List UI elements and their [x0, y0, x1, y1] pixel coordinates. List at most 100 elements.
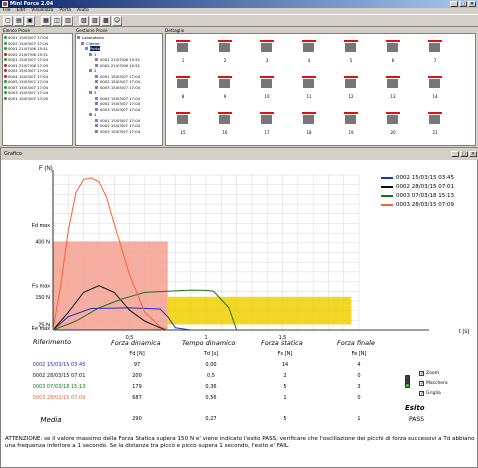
menu-porta[interactable]: Porta: [59, 8, 72, 13]
tree-node[interactable]: Porta: [77, 46, 161, 52]
maschera-checkbox[interactable]: ✓ Maschera: [419, 381, 448, 387]
test-icon[interactable]: ▩: [101, 16, 111, 26]
menu-visualizza[interactable]: Visualizza: [31, 8, 54, 13]
door-position-diagram[interactable]: 9: [216, 75, 234, 99]
elenco-item[interactable]: 0005 15/03/07 17:04: [4, 79, 71, 85]
row-fs: 2: [283, 373, 287, 379]
diagram-number: 6: [391, 58, 395, 63]
menu-aiuto[interactable]: Aiuto: [77, 8, 89, 13]
tree-node[interactable]: 0001 15/03/07 17:04: [77, 96, 161, 102]
open-icon[interactable]: ▤: [14, 16, 24, 26]
status-dot-icon: [4, 91, 7, 95]
door-position-diagram[interactable]: 2: [216, 39, 234, 63]
door-position-diagram[interactable]: 16: [216, 111, 234, 135]
elenco-item-label: 0007 15/03/07 17:04: [8, 84, 49, 90]
door-position-diagram[interactable]: 20: [384, 111, 402, 135]
tree-node[interactable]: 0001 21/07/06 15:51: [77, 57, 161, 63]
row-fd: 200: [132, 373, 142, 379]
door-position-diagram[interactable]: 10: [258, 75, 276, 99]
grafico-minimize-button[interactable]: _: [451, 151, 459, 157]
griglia-checkbox[interactable]: ✓ Griglia: [419, 391, 441, 397]
legend-item: 0003 07/03/18 15:13: [381, 191, 454, 200]
diagram-number: 20: [390, 130, 396, 135]
print-icon[interactable]: ▦: [41, 16, 51, 26]
tree-node-label: 0002 15/03/07 17:04: [100, 101, 141, 107]
door-position-diagram[interactable]: 15: [174, 111, 192, 135]
door-position-diagram[interactable]: 1: [174, 39, 192, 63]
zoom-checkbox[interactable]: ✓ Zoom: [419, 371, 439, 377]
door-position-diagram[interactable]: 21: [426, 111, 444, 135]
person-icon[interactable]: ☺: [112, 16, 122, 26]
elenco-item[interactable]: 0007 15/03/07 17:04: [4, 85, 71, 91]
tree-node[interactable]: 0001 15/03/07 17:04: [77, 74, 161, 80]
elenco-item[interactable]: 0002 15/03/07 17:04: [4, 68, 71, 74]
elenco-item[interactable]: 0001 15/03/07 17:05: [4, 96, 71, 102]
tree-node[interactable]: Cliente: [77, 41, 161, 47]
folder-icon: [95, 118, 98, 122]
gestione-tree[interactable]: Laboratorio Cliente Porta 1 0001 21/07/06 15…: [75, 33, 163, 146]
tree-node[interactable]: 0003 15/03/07 17:04: [77, 129, 161, 135]
tree-node-label: 0003 15/03/07 17:04: [100, 128, 141, 134]
tree-node[interactable]: 2: [77, 68, 161, 74]
door-position-diagram[interactable]: 4: [300, 39, 318, 63]
unit-fe: Fe [N]: [351, 351, 367, 357]
new-icon[interactable]: ▢: [3, 16, 13, 26]
tree-node[interactable]: 0002 15/03/07 17:04: [77, 123, 161, 129]
media-td: 0,27: [205, 416, 217, 422]
elenco-item[interactable]: 0001 15/03/07 17:04: [4, 35, 71, 41]
diagram-number: 15: [180, 130, 186, 135]
elenco-item[interactable]: 0002 15/03/07 17:04: [4, 41, 71, 47]
door-position-diagram[interactable]: 11: [300, 75, 318, 99]
elenco-item[interactable]: 0004 15/03/07 17:04: [4, 74, 71, 80]
table-icon[interactable]: ▧: [79, 16, 89, 26]
minimize-button[interactable]: _: [450, 1, 458, 7]
door-position-diagram[interactable]: 18: [300, 111, 318, 135]
door-position-diagram[interactable]: 5: [342, 39, 360, 63]
door-position-diagram[interactable]: 14: [426, 75, 444, 99]
tree-node[interactable]: 0002 21/07/06 15:51: [77, 63, 161, 69]
tree-node[interactable]: 3: [77, 90, 161, 96]
door-position-diagram[interactable]: 8: [174, 75, 192, 99]
row-td: 0,5: [207, 373, 215, 379]
tree-node[interactable]: 0002 15/03/07 17:04: [77, 79, 161, 85]
diagram-number: 14: [432, 94, 438, 99]
folder-icon: [95, 85, 98, 89]
chart-icon[interactable]: ◫: [52, 16, 62, 26]
elenco-item[interactable]: 0001 15/03/07 17:04: [4, 57, 71, 63]
tree-node[interactable]: 0001 15/03/07 17:04: [77, 118, 161, 124]
tree-node[interactable]: 1: [77, 52, 161, 58]
grafico-title: Grafico: [4, 151, 22, 157]
door-position-diagram[interactable]: 3: [258, 39, 276, 63]
elenco-item[interactable]: 0001 21/07/06 17:04: [4, 63, 71, 69]
close-button[interactable]: ×: [468, 1, 476, 7]
tree-node-label: Cliente: [86, 40, 100, 46]
door-position-diagram[interactable]: 19: [342, 111, 360, 135]
grafico-maximize-button[interactable]: □: [460, 151, 468, 157]
elenco-item[interactable]: 0003 15/03/07 17:04: [4, 90, 71, 96]
pass-icon[interactable]: ▥: [63, 16, 73, 26]
info-icon[interactable]: ▨: [90, 16, 100, 26]
door-position-diagram[interactable]: 17: [258, 111, 276, 135]
tree-node[interactable]: 0003 15/03/07 17:04: [77, 85, 161, 91]
diagram-number: 21: [432, 130, 438, 135]
grafico-close-button[interactable]: ×: [469, 151, 477, 157]
door-position-diagram[interactable]: 7: [426, 39, 444, 63]
tree-node[interactable]: Laboratorio: [77, 35, 161, 41]
diagram-number: 3: [265, 58, 269, 63]
elenco-item[interactable]: 0002 21/07/06 15:51: [4, 52, 71, 58]
legend-swatch: [381, 194, 393, 197]
maximize-button[interactable]: □: [459, 1, 467, 7]
elenco-item[interactable]: 0001 21/07/06 15:51: [4, 46, 71, 52]
menu-file[interactable]: File: [3, 8, 11, 13]
door-position-diagram[interactable]: 12: [342, 75, 360, 99]
tree-node[interactable]: 0002 15/03/07 17:04: [77, 101, 161, 107]
door-position-diagram[interactable]: 6: [384, 39, 402, 63]
elenco-list[interactable]: 0001 15/03/07 17:04 0002 15/03/07 17:04 00…: [2, 33, 73, 146]
save-icon[interactable]: ▣: [25, 16, 35, 26]
tree-node[interactable]: 0003 15/03/07 17:04: [77, 107, 161, 113]
esito-label: Esito: [405, 404, 425, 412]
x-tick-label: 1: [204, 335, 207, 341]
tree-node[interactable]: 4: [77, 112, 161, 118]
door-position-diagram[interactable]: 13: [384, 75, 402, 99]
menu-edit[interactable]: Edit: [16, 8, 26, 13]
